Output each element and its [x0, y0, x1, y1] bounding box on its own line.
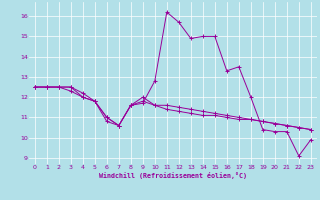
X-axis label: Windchill (Refroidissement éolien,°C): Windchill (Refroidissement éolien,°C): [99, 172, 247, 179]
